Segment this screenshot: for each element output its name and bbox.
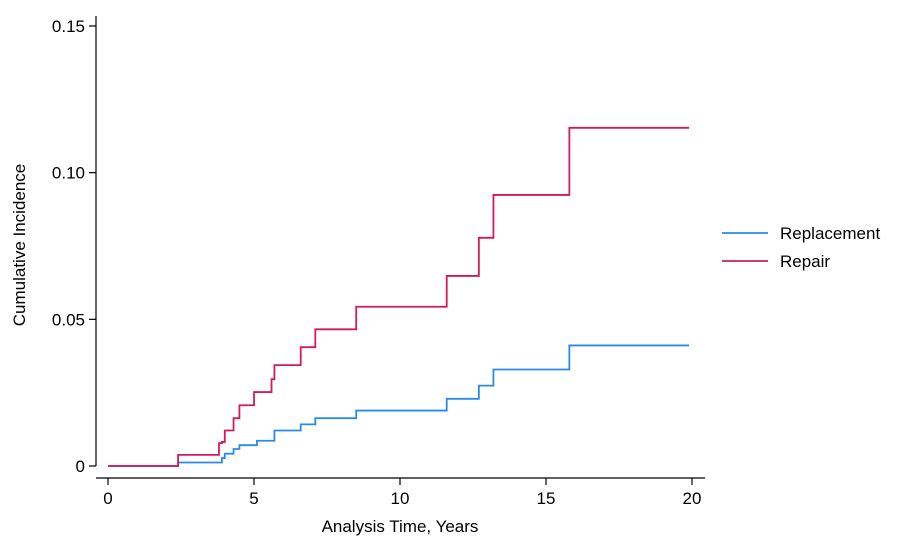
y-tick-label: 0	[76, 457, 85, 476]
x-tick-label: 0	[103, 489, 112, 508]
series-line-repair	[108, 126, 690, 467]
x-tick-label: 15	[537, 489, 556, 508]
x-axis-title: Analysis Time, Years	[322, 517, 479, 536]
legend: Replacement Repair	[722, 224, 880, 271]
y-axis: 0 0.05 0.10 0.15	[52, 16, 97, 476]
x-axis: 0 5 10 15 20	[96, 477, 705, 508]
y-tick-label: 0.05	[52, 310, 85, 329]
y-tick-label: 0.15	[52, 17, 85, 36]
legend-label-repair: Repair	[780, 252, 830, 271]
y-axis-title: Cumulative Incidence	[10, 164, 29, 327]
x-tick-label: 20	[683, 489, 702, 508]
x-tick-label: 10	[391, 489, 410, 508]
x-tick-label: 5	[249, 489, 258, 508]
series-line-replacement	[108, 344, 690, 467]
y-tick-label: 0.10	[52, 164, 85, 183]
series-layer	[108, 126, 690, 467]
legend-label-replacement: Replacement	[780, 224, 880, 243]
